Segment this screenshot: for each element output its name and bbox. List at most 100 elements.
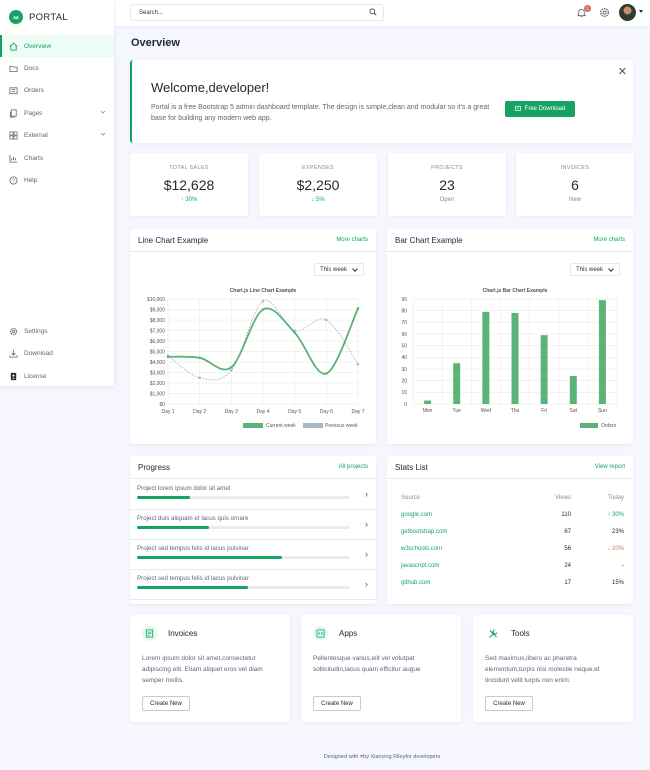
column-header: Today [607,495,624,501]
source-link[interactable]: getbootstrap.com [401,529,448,535]
today-cell: ↑ 30% [607,512,624,518]
progress-card: Progress All projects Project lorem ipsu… [130,456,376,604]
sidebar-item-external[interactable]: External [0,124,114,146]
search-input[interactable]: Search... [130,4,384,21]
week-select[interactable]: This week [570,263,620,276]
source-link[interactable]: github.com [401,580,431,586]
bell-icon[interactable] [576,7,587,20]
brand-name: PORTAL [29,11,68,23]
close-icon[interactable]: ✕ [617,66,627,78]
more-charts-link[interactable]: More charts [336,237,368,243]
today-cell: 15% [611,580,624,586]
sidebar-item-charts[interactable]: Charts [0,147,114,169]
author-link[interactable]: Xiaoying Riley [370,754,406,760]
sidebar-item-orders[interactable]: Orders [0,79,114,101]
y-tick-label: 90 [401,297,407,303]
search-icon[interactable] [369,8,377,18]
legend-swatch [243,423,263,428]
source-link[interactable]: google.com [401,512,433,518]
bar-sun [598,300,606,404]
welcome-text: Portal is a free Bootstrap 5 admin dashb… [151,104,490,122]
bar-tue [453,363,461,404]
bar-chart-card: Bar Chart Example More charts This week … [387,229,633,444]
create-new-button[interactable]: Create New [313,696,361,711]
sidebar-item-settings[interactable]: Settings [0,320,114,342]
chevron-right-icon[interactable]: › [365,489,368,499]
source-link[interactable]: javascript.com [401,563,440,569]
week-select[interactable]: This week [314,263,364,276]
chevron-right-icon[interactable]: › [365,519,368,529]
progress-label: Project sed tempus felis id lacus pulvin… [137,545,249,552]
footer: Designed with ♥by Xiaoying Rileyfor deve… [114,754,650,760]
feature-text: Lorem ipsum dolor sit amet,consectetur a… [142,655,263,684]
files-icon [9,108,18,118]
stats-list-card: Stats List View report Source Views Toda… [387,456,633,604]
avatar[interactable] [619,4,636,21]
stat-value: 23 [439,177,455,193]
data-point [325,372,328,375]
data-point [293,331,296,334]
notification-badge: 1 [584,5,591,12]
bar-wed [482,311,490,404]
download-icon [9,349,18,358]
chart-icon [9,154,18,163]
create-new-button[interactable]: Create New [485,696,533,711]
bar-mon [424,400,432,404]
x-tick-label: Wed [481,408,491,414]
feature-text: Sed maximus,libero ac pharetra elementum… [485,655,600,684]
stat-value: $2,250 [296,177,340,193]
more-charts-link[interactable]: More charts [593,237,625,243]
sidebar-item-label: Overview [24,42,52,50]
chevron-right-icon[interactable]: › [365,549,368,559]
progress-item[interactable]: Project duis aliquam et lacus quis ornar… [130,510,376,540]
brand[interactable]: ∞ PORTAL [0,0,114,34]
y-tick-label: 30 [401,367,407,373]
table-row: w3schools.com 56 ↓ 20% [394,542,626,559]
code-square-icon [313,626,328,641]
sidebar-item-docs[interactable]: Docs [0,57,114,79]
all-projects-link[interactable]: All projects [338,464,368,470]
progress-item[interactable]: Project sed tempus felis id lacus pulvin… [130,540,376,570]
create-new-button[interactable]: Create New [142,696,190,711]
table-row: javascript.com 24 - [394,559,626,576]
sidebar-item-help[interactable]: ? Help [0,169,114,191]
sidebar-item-license[interactable]: License [0,365,114,387]
topbar: Search... 1 [114,0,650,26]
footer-text: for developers [405,754,441,760]
sidebar-item-overview[interactable]: Overview [0,35,114,57]
stat-change: ↓ 5% [311,197,325,203]
sidebar-item-label: Docs [24,64,39,72]
feature-card-apps: Apps Pellentesque varius,elit vel volutpa… [301,615,461,722]
stat-card-projects: PROJECTS 23 Open [388,153,506,216]
data-point [230,369,233,372]
stat-sub: Open [439,197,455,203]
view-report-link[interactable]: View report [594,464,625,470]
source-link[interactable]: w3schools.com [401,546,443,552]
chevron-right-icon[interactable]: › [365,579,368,589]
legend-label: Orders [601,423,617,429]
stat-change: ↑ 30% [180,197,198,203]
free-download-button[interactable]: Free Download [505,101,575,117]
question-icon: ? [9,175,18,185]
y-tick-label: $2,000 [150,381,166,387]
search-placeholder: Search... [139,9,164,16]
feature-title: Invoices [168,629,198,638]
progress-item[interactable]: Project lorem ipsum dolor sit amet › [130,480,376,510]
y-tick-label: 80 [401,308,407,314]
download-icon [514,105,521,113]
chart-title: Chart.js Line Chart Example [230,288,297,294]
chevron-down-icon [100,131,106,139]
bar-chart: Chart.js Bar Chart Example 0 10 20 30 40 50 60 7… [401,288,618,429]
data-point [230,365,233,369]
legend-label: Previous week [325,423,358,429]
portal-logo-icon: ∞ [9,10,23,24]
progress-item[interactable]: Project sed tempus felis id lacus pulvin… [130,570,376,600]
y-tick-label: 10 [401,390,407,396]
sidebar-item-download[interactable]: Download [0,342,114,364]
card-title: Bar Chart Example [395,236,463,245]
x-tick-label: Thu [511,408,520,414]
sidebar-item-pages[interactable]: Pages [0,102,114,124]
gear-icon[interactable] [599,7,610,20]
caret-down-icon[interactable] [639,10,643,13]
today-cell: ↓ 20% [607,546,624,552]
